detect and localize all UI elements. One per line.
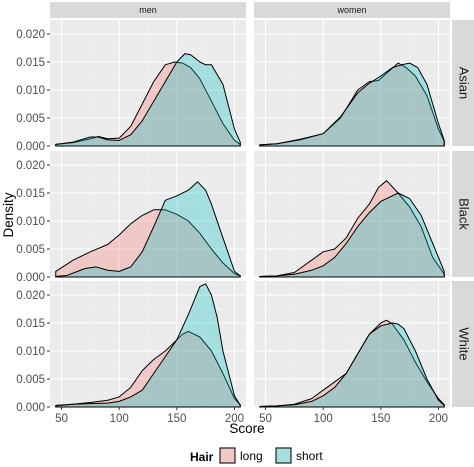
y-tick-label: 0.005 [16,244,45,256]
y-tick-label: 0.010 [16,85,45,97]
strip-right-black [452,151,474,277]
y-tick-label: 0.015 [16,318,45,330]
x-tick-label: 100 [110,413,129,425]
x-tick-label: 100 [314,413,333,425]
strip-label-women: women [336,5,366,15]
strip-top-women [254,2,450,18]
density-area-short [259,322,445,408]
y-tick-label: 0.010 [16,346,45,358]
x-tick-label: 50 [259,413,272,425]
strips-layer: men women Asian Black White [50,2,474,407]
y-tick-label: 0.020 [16,29,45,41]
y-tick-label: 0.020 [16,160,45,172]
strip-label-white: White [457,327,472,360]
x-axis-title: Score [229,421,264,436]
y-tick-label: 0.000 [16,402,45,414]
density-area-short [55,283,241,408]
y-tick-label: 0.020 [16,290,45,302]
density-area-short [55,53,241,147]
panel-men-asian [50,20,246,147]
legend-key-bg [219,447,236,464]
panel-women-black [254,151,450,278]
y-tick-label: 0.010 [16,216,45,228]
density-area-long [55,209,241,278]
strip-top-men [50,2,246,18]
strip-label-men: men [139,5,157,15]
density-area-short [55,181,241,278]
strip-right-asian [452,20,474,146]
panel-women-asian [254,20,450,147]
x-tick-label: 150 [167,413,186,425]
density-area-short [259,192,445,278]
legend-key-long [219,447,236,464]
y-tick-label: 0.015 [16,57,45,69]
legend-label-short: short [296,449,323,463]
strip-right-white [452,281,474,407]
panels-layer [50,20,450,408]
y-tick-label: 0.005 [16,113,45,125]
legend-key-bg [275,447,292,464]
x-tick-label: 200 [429,413,448,425]
axes-layer: 0.000 0.005 0.010 0.015 0.020 0.000 0.005 0.010… [16,29,448,425]
x-tick-label: 150 [371,413,390,425]
y-axis-title: Density [1,192,16,237]
legend: Hair long short [190,447,323,464]
y-tick-label: 0.005 [16,374,45,386]
strip-label-black: Black [457,198,472,230]
density-area-long [55,330,241,408]
y-tick-label: 0.000 [16,141,45,153]
x-tick-label: 200 [225,413,244,425]
x-tick-label: 50 [55,413,68,425]
density-area-long [259,180,445,278]
y-tick-label: 0.000 [16,272,45,284]
legend-title: Hair [190,450,214,464]
legend-key-short [275,447,292,464]
density-area-short [259,62,445,147]
y-tick-label: 0.015 [16,188,45,200]
panel-men-black [50,151,246,278]
panel-men-white [50,281,246,408]
panel-women-white [254,281,450,408]
legend-label-long: long [240,449,263,463]
strip-label-asian: Asian [457,67,472,100]
density-area-long [55,61,241,147]
